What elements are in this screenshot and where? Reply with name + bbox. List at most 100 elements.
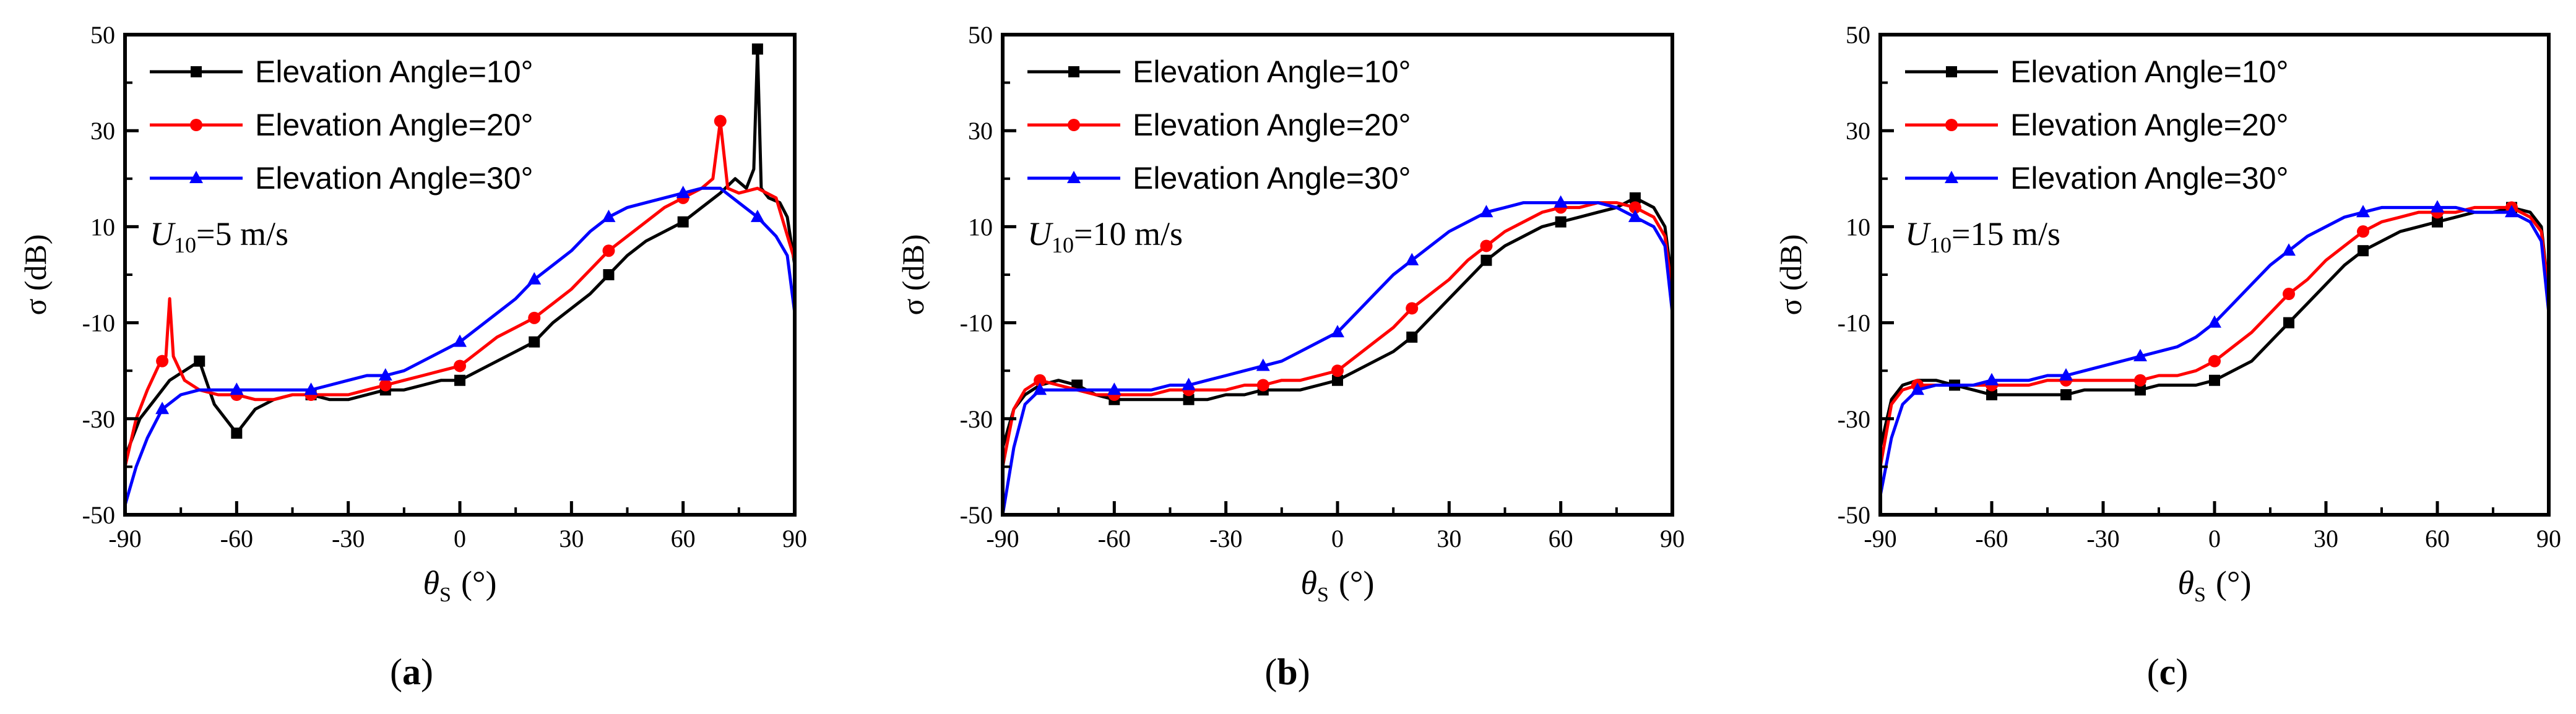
- x-tick-label: 60: [1549, 525, 1573, 553]
- x-axis-unit: (°): [461, 564, 497, 601]
- plot-frame: [1001, 33, 1674, 517]
- x-tick-label: 0: [1331, 525, 1344, 553]
- wind-subscript: 10: [1929, 233, 1951, 257]
- legend-entry-1: Elevation Angle=10°: [255, 54, 534, 89]
- data-point-marker: [1986, 389, 1997, 400]
- data-point-marker: [1629, 192, 1641, 204]
- legend-marker-3: [189, 171, 203, 183]
- x-tick-label: -30: [2086, 525, 2119, 553]
- panel-caption: (a): [390, 652, 433, 692]
- x-tick-label: 0: [454, 525, 466, 553]
- data-point-marker: [1406, 331, 1418, 343]
- x-tick-label: -60: [1975, 525, 2008, 553]
- x-axis-unit: (°): [2216, 564, 2252, 601]
- data-point-marker: [194, 355, 205, 367]
- legend-entry-1: Elevation Angle=10°: [1133, 54, 1411, 89]
- legend-marker-1: [1068, 66, 1079, 77]
- wind-value: =15 m/s: [1951, 215, 2060, 252]
- y-tick-label: -30: [82, 405, 115, 433]
- x-tick-label: -90: [108, 525, 141, 553]
- x-tick-label: 90: [782, 525, 807, 553]
- legend-marker-1: [1946, 66, 1957, 77]
- data-point-marker: [453, 334, 467, 347]
- legend-marker-3: [1945, 171, 1958, 183]
- data-point-marker: [1034, 374, 1047, 387]
- data-point-marker: [2505, 205, 2518, 218]
- data-point-marker: [454, 359, 466, 372]
- data-point-marker: [2133, 348, 2147, 361]
- data-point-marker: [1406, 302, 1419, 315]
- x-tick-label: -90: [1864, 525, 1896, 553]
- data-point-marker: [2060, 389, 2072, 400]
- y-tick-label: -30: [960, 405, 993, 433]
- wind-subscript: 10: [174, 233, 196, 257]
- chart-panel-c: -50 -30 -10 10 30 50 -90 -60 -30 0 30 60 90 σ (dB) θS (…: [1773, 21, 2561, 692]
- wind-speed-label: U10=5 m/s: [150, 215, 288, 257]
- plot-frame: [1878, 33, 2551, 517]
- wind-symbol: U: [150, 215, 176, 252]
- y-tick-label: -50: [82, 501, 115, 529]
- legend-marker-1: [191, 66, 202, 77]
- data-point-marker: [2283, 317, 2294, 329]
- x-tick-label: 30: [559, 525, 584, 553]
- legend-marker-2: [190, 119, 202, 131]
- x-tick-label: -60: [1098, 525, 1131, 553]
- data-point-marker: [1033, 382, 1047, 395]
- data-point-marker: [528, 311, 541, 324]
- plot-frame: [123, 33, 797, 517]
- x-axis-symbol: θ: [423, 564, 439, 601]
- legend-entry-2: Elevation Angle=20°: [2010, 108, 2289, 142]
- data-point-marker: [155, 402, 170, 415]
- x-tick-label: 90: [2536, 525, 2561, 553]
- x-tick-label: -60: [220, 525, 253, 553]
- y-tick-label: 50: [90, 21, 115, 49]
- data-point-marker: [602, 209, 616, 222]
- data-point-marker: [454, 374, 465, 386]
- legend-entry-2: Elevation Angle=20°: [1133, 108, 1411, 142]
- data-point-marker: [2358, 245, 2369, 257]
- data-point-marker: [379, 379, 392, 392]
- data-point-marker: [304, 382, 318, 395]
- y-tick-label: -30: [1838, 405, 1870, 433]
- data-point-marker: [1107, 382, 1122, 395]
- data-point-marker: [1480, 239, 1493, 252]
- x-axis-title: θS (°): [423, 564, 496, 606]
- y-axis-title: σ (dB): [1773, 234, 1808, 315]
- data-point-marker: [603, 269, 615, 280]
- x-axis-title: θS (°): [2177, 564, 2251, 606]
- chart-panel-b: -50 -30 -10 10 30 50 -90 -60 -30 0 30 60 90 σ (dB) θS (…: [896, 21, 1685, 692]
- data-point-marker: [527, 272, 542, 285]
- y-tick-label: -50: [960, 501, 993, 529]
- data-point-marker: [751, 43, 763, 55]
- data-point-marker: [1331, 325, 1344, 338]
- legend-entry-3: Elevation Angle=30°: [255, 161, 534, 196]
- data-point-marker: [1985, 372, 1999, 385]
- y-tick-label: 10: [1846, 213, 1870, 241]
- wind-symbol: U: [1905, 215, 1931, 252]
- data-point-marker: [1628, 209, 1642, 222]
- chart-panel-a: -50 -30 -10 10 30 50 -90 -60 -30 0 30 60 90 σ (dB) θS (…: [18, 21, 807, 692]
- data-point-marker: [231, 428, 243, 439]
- data-point-marker: [2209, 374, 2220, 386]
- y-tick-label: 50: [1846, 21, 1870, 49]
- data-point-marker: [1256, 358, 1270, 371]
- data-point-marker: [1480, 254, 1492, 266]
- data-point-marker: [2282, 243, 2296, 256]
- x-axis-title: θS (°): [1300, 564, 1374, 606]
- panel-caption: (b): [1264, 652, 1310, 692]
- data-point-marker: [2283, 288, 2295, 301]
- y-tick-label: 30: [1846, 117, 1870, 145]
- y-tick-label: 50: [968, 21, 993, 49]
- x-tick-label: 30: [2314, 525, 2338, 553]
- data-point-marker: [230, 382, 244, 395]
- legend-marker-2: [1068, 119, 1080, 131]
- data-point-marker: [1479, 205, 1493, 218]
- data-point-marker: [2432, 216, 2443, 228]
- data-point-marker: [529, 336, 540, 348]
- y-tick-label: -10: [82, 309, 115, 337]
- panel-caption: (c): [2147, 652, 2189, 692]
- legend-entry-1: Elevation Angle=10°: [2010, 54, 2289, 89]
- x-axis-symbol: θ: [2177, 564, 2194, 601]
- y-tick-label: 30: [90, 117, 115, 145]
